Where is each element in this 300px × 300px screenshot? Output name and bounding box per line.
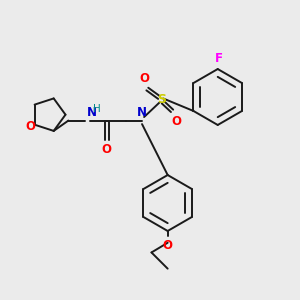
Text: F: F <box>215 52 223 65</box>
Text: O: O <box>140 72 149 85</box>
Text: N: N <box>137 106 147 119</box>
Text: O: O <box>102 143 112 156</box>
Text: H: H <box>93 104 100 114</box>
Text: S: S <box>157 93 166 106</box>
Text: O: O <box>163 238 173 252</box>
Text: O: O <box>26 120 36 133</box>
Text: N: N <box>86 106 96 119</box>
Text: O: O <box>172 115 182 128</box>
